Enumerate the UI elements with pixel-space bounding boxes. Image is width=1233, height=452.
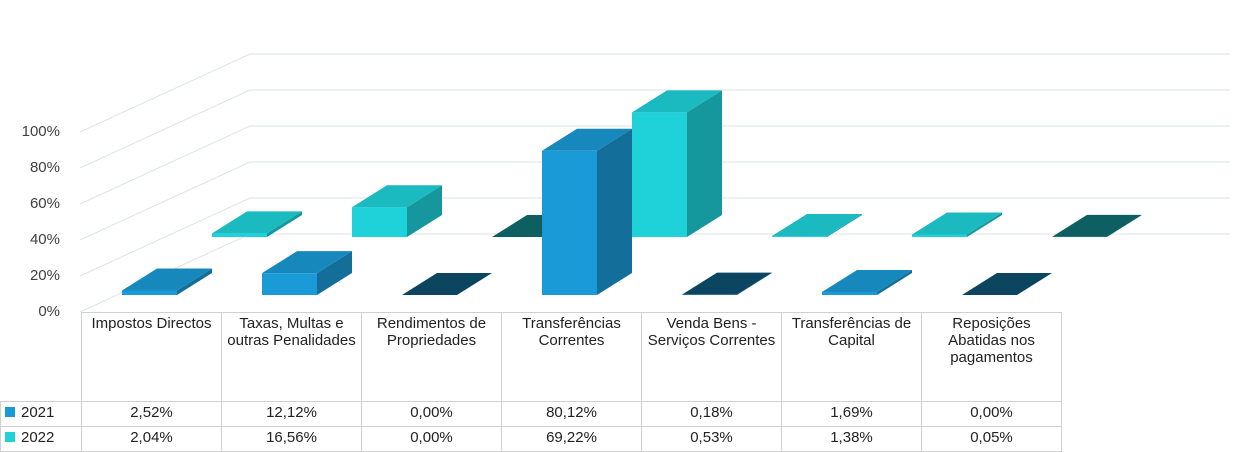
bar-side [737, 272, 772, 295]
legend-key [5, 432, 15, 442]
bar [352, 207, 407, 237]
legend-key [5, 407, 15, 417]
bar-side [687, 90, 722, 238]
bar [122, 290, 177, 295]
category-label: Transferências Correntes [501, 312, 642, 402]
value-label: 2,04% [81, 426, 222, 452]
header-row: Impostos Directos Taxas, Multas e outras … [0, 312, 1062, 402]
value-label: 12,12% [221, 401, 362, 427]
value-label: 0,53% [641, 426, 782, 452]
bar-top [962, 273, 1052, 295]
bar-top [262, 251, 352, 274]
value-label: 1,38% [781, 426, 922, 452]
grid-line [79, 197, 1230, 277]
value-label: 0,00% [921, 401, 1062, 427]
bar-top [352, 185, 442, 208]
bar-top [912, 212, 1002, 235]
bar-top [542, 128, 632, 151]
series-row: 2022 2,04% 16,56% 0,00% 69,22% 0,53% 1,38% 0,05… [0, 426, 1062, 452]
bar-side [967, 212, 1002, 237]
bar-top [122, 268, 212, 291]
grid-line [79, 161, 1230, 241]
category-label: Reposições Abatidas nos pagamentos [921, 312, 1062, 402]
bar-side [317, 251, 352, 295]
bar [262, 273, 317, 295]
bar-side [827, 214, 862, 237]
legend-entry: 2021 [0, 401, 82, 427]
bar-side [1107, 214, 1142, 237]
grid-line [79, 125, 1230, 205]
y-tick-label: 80% [30, 159, 60, 176]
category-label: Transferências de Capital [781, 312, 922, 402]
bar-top [822, 269, 912, 292]
legend-label: 2022 [21, 429, 55, 446]
category-label: Taxas, Multas e outras Penalidades [221, 312, 362, 402]
value-label: 0,18% [641, 401, 782, 427]
y-tick-label: 20% [30, 267, 60, 284]
value-label: 80,12% [501, 401, 642, 427]
bar [822, 291, 877, 295]
bar-side [267, 211, 302, 237]
value-label: 2,52% [81, 401, 222, 427]
value-label: 69,22% [501, 426, 642, 452]
y-tick-label: 40% [30, 231, 60, 248]
grid-line [79, 89, 1230, 169]
bar [212, 233, 267, 237]
grid-line [79, 233, 1230, 313]
bar-top [1052, 214, 1142, 237]
bar-top [682, 272, 772, 295]
data-table: Impostos Directos Taxas, Multas e outras … [0, 312, 1062, 452]
y-tick-label: 60% [30, 195, 60, 212]
bar-top [772, 214, 862, 237]
value-label: 0,05% [921, 426, 1062, 452]
value-label: 0,00% [361, 401, 502, 427]
bar [542, 150, 597, 295]
legend-label: 2021 [21, 404, 55, 421]
bar [632, 112, 687, 237]
grid-line [79, 53, 1230, 133]
legend-entry: 2022 [0, 426, 82, 452]
y-tick-label: 100% [22, 123, 60, 140]
bar [772, 236, 827, 237]
bar [912, 234, 967, 237]
bar-side [177, 268, 212, 295]
series-row: 2021 2,52% 12,12% 0,00% 80,12% 0,18% 1,69% 0,00… [0, 401, 1062, 427]
value-label: 0,00% [361, 426, 502, 452]
category-label: Impostos Directos [81, 312, 222, 402]
category-label: Rendimentos de Propriedades [361, 312, 502, 402]
bar-top [632, 90, 722, 113]
bar-top [212, 211, 302, 234]
corner [0, 312, 82, 402]
bar-side [407, 185, 442, 237]
value-label: 16,56% [221, 426, 362, 452]
value-label: 1,69% [781, 401, 922, 427]
category-label: Venda Bens - Serviços Correntes [641, 312, 782, 402]
bar-side [877, 269, 912, 295]
bar-top [402, 273, 492, 295]
bar-side [597, 128, 632, 295]
